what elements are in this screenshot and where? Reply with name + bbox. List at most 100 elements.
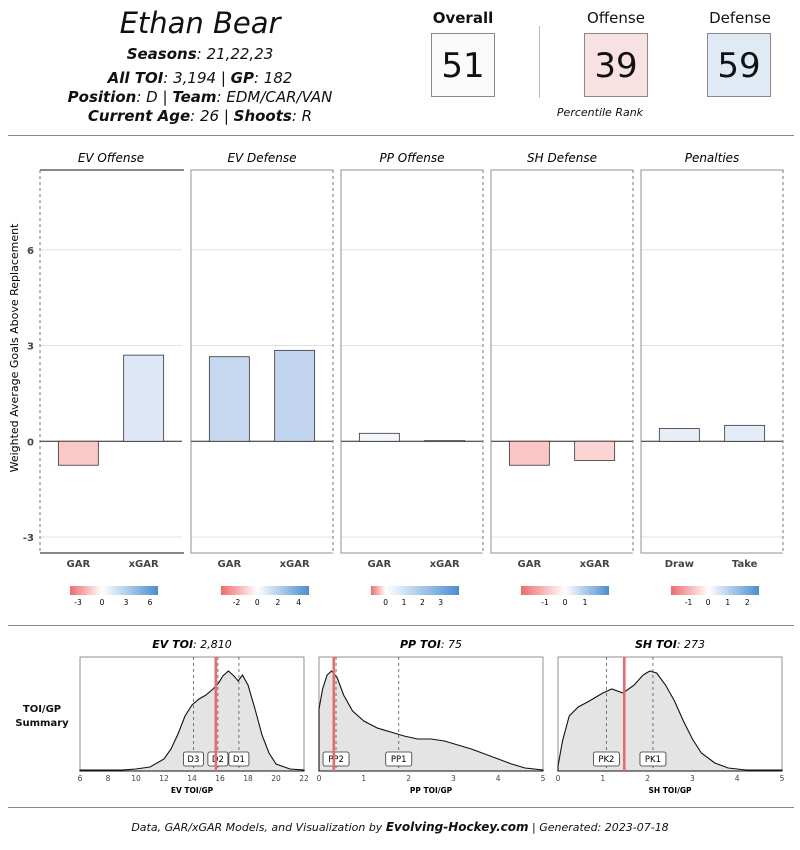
footer-brand: Evolving-Hockey.com [385,820,529,834]
toi-title: PP TOI: 75 [400,638,462,651]
bar-xgar [274,349,316,442]
x-tick-label: 6 [78,774,83,783]
density-curve [79,670,305,772]
x-tick-label: 8 [106,774,111,783]
legend-tick-label: 1 [583,598,588,607]
legend-tick-label: 3 [124,598,129,607]
tier-label-box [322,751,350,767]
x-tick-label: 12 [159,774,169,783]
x-tick-label: 1 [600,774,605,783]
tier-label-box [592,751,620,767]
toi-value: : 3,194 | [163,69,231,87]
x-tick-label: 2 [645,774,650,783]
header-divider [8,135,794,136]
overall-score-box: 51 [431,33,495,97]
tier-label-box [385,751,413,767]
toi-title-value: : 2,810 [193,638,232,651]
legend-colorbar [221,586,309,595]
toi-title-value: : 273 [677,638,705,651]
tier-label-box [207,751,229,767]
x-tick-label: GAR [518,559,542,570]
footer: Data, GAR/xGAR Models, and Visualization… [0,820,800,834]
footer-suffix: | Generated: 2023-07-18 [528,821,669,834]
x-tick-label: xGAR [129,559,159,570]
tier-label-box [639,751,667,767]
toi-summary-label: TOI/GP Summary [15,704,69,729]
x-tick-label: xGAR [580,559,610,570]
legend-colorbar [521,586,609,595]
score-divider [539,26,540,98]
bar-gar [208,356,250,442]
legend-colorbar [371,586,459,595]
bar-xgar [424,440,466,443]
panel-frame [640,169,784,554]
seasons-value: : 21,22,23 [196,45,274,63]
overall-label: Overall [432,9,494,27]
y-tick-label: 0 [27,437,34,448]
x-tick-label: GAR [218,559,242,570]
toi-label: All TOI [107,69,164,87]
offense-label: Offense [587,9,645,27]
seasons-line: Seasons: 21,22,23 [20,45,380,63]
bar-gar [358,432,400,442]
bar-gar [57,440,99,466]
bar-gar [508,440,550,466]
tier-label: D1 [233,755,245,765]
panel-frame [490,169,634,554]
offense-score-box: 39 [584,33,648,97]
tier-label: PP2 [328,755,344,765]
x-axis-label: EV TOI/GP [171,786,214,795]
shoots-label: Shoots [233,107,292,125]
legend-tick-label: -2 [233,598,241,607]
position-label: Position [67,88,137,106]
y-tick-label: 6 [27,246,34,257]
x-tick-label: Draw [665,559,694,570]
x-tick-label: 3 [451,774,456,783]
y-axis-label: Weighted Average Goals Above Replacement [8,223,21,472]
gar-chart: Weighted Average Goals Above Replacement… [8,151,784,607]
panel-title: EV Offense [78,151,144,165]
panel-frame [340,169,484,554]
legend-tick-label: -3 [74,598,82,607]
density-curve [318,670,544,772]
bar-xgar [123,354,165,442]
tier-label: D2 [212,755,224,765]
gp-value: : 182 [253,69,293,87]
legend-tick-label: 1 [725,598,730,607]
defense-score-box: 59 [707,33,771,97]
tier-label: PP1 [391,755,407,765]
toi-title: EV TOI: 2,810 [152,638,232,651]
bar-draw [658,428,700,442]
tier-label-box [228,751,250,767]
team-label: Team [172,88,217,106]
x-tick-label: 10 [131,774,141,783]
x-axis-label: PP TOI/GP [410,786,453,795]
age-label: Current Age [87,107,191,125]
x-tick-label: 5 [780,774,785,783]
bar-take [724,424,766,442]
x-tick-label: 0 [556,774,561,783]
tier-label-box [182,751,204,767]
x-tick-label: 20 [271,774,281,783]
footer-prefix: Data, GAR/xGAR Models, and Visualization… [131,821,386,834]
panel-title: SH Defense [527,151,597,165]
x-tick-label: Take [732,559,758,570]
tier-label: PK1 [645,755,661,765]
legend-tick-label: 2 [420,598,425,607]
percentile-note: Percentile Rank [556,106,644,119]
y-tick-label: 3 [27,342,34,353]
legend-tick-label: 2 [276,598,281,607]
x-tick-label: xGAR [430,559,460,570]
legend-tick-label: 6 [148,598,153,607]
legend-tick-label: 3 [438,598,443,607]
legend-tick-label: 0 [706,598,711,607]
x-tick-label: 3 [690,774,695,783]
x-tick-label: 2 [406,774,411,783]
footer-divider [8,807,794,808]
x-tick-label: 4 [735,774,740,783]
bar-xgar [574,440,616,461]
seasons-label: Seasons [126,45,197,63]
x-tick-label: 4 [496,774,501,783]
panel-title: PP Offense [379,151,444,165]
toi-line: All TOI: 3,194 | GP: 182 [20,69,380,87]
